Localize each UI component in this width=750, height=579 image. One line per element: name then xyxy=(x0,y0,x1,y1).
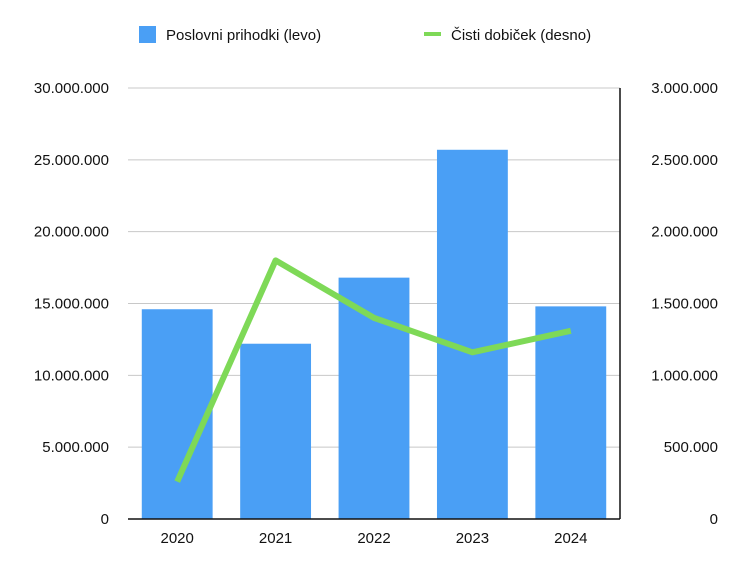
x-tick-label: 2022 xyxy=(357,530,390,547)
right-tick-label: 1.000.000 xyxy=(651,367,718,384)
bar-2021 xyxy=(240,344,311,519)
legend: Poslovni prihodki (levo) Čisti dobiček (d… xyxy=(139,26,591,44)
left-axis-ticks: 0 5.000.000 10.000.000 15.000.000 20.000.000… xyxy=(34,80,109,528)
right-tick-label: 3.000.000 xyxy=(651,80,718,97)
bar-2020 xyxy=(142,309,213,519)
x-tick-label: 2024 xyxy=(554,530,587,547)
left-tick-label: 15.000.000 xyxy=(34,296,109,313)
x-axis-ticks: 2020 2021 2022 2023 2024 xyxy=(161,530,588,547)
bar-2022 xyxy=(339,278,410,519)
right-tick-label: 2.500.000 xyxy=(651,152,718,169)
bar-2023 xyxy=(437,150,508,519)
left-tick-label: 0 xyxy=(101,511,109,528)
x-tick-label: 2020 xyxy=(161,530,194,547)
right-tick-label: 0 xyxy=(710,511,718,528)
x-tick-label: 2021 xyxy=(259,530,292,547)
right-axis-ticks: 0 500.000 1.000.000 1.500.000 2.000.000 2.500… xyxy=(651,80,718,528)
left-tick-label: 20.000.000 xyxy=(34,224,109,241)
legend-bar-swatch xyxy=(139,26,156,43)
right-tick-label: 1.500.000 xyxy=(651,296,718,313)
left-tick-label: 5.000.000 xyxy=(42,439,109,456)
x-tick-label: 2023 xyxy=(456,530,489,547)
left-tick-label: 25.000.000 xyxy=(34,152,109,169)
bar-series xyxy=(142,150,606,519)
legend-bar-label: Poslovni prihodki (levo) xyxy=(166,27,321,44)
right-tick-label: 500.000 xyxy=(664,439,718,456)
right-tick-label: 2.000.000 xyxy=(651,224,718,241)
left-tick-label: 30.000.000 xyxy=(34,80,109,97)
legend-line-label: Čisti dobiček (desno) xyxy=(451,27,591,44)
left-tick-label: 10.000.000 xyxy=(34,367,109,384)
